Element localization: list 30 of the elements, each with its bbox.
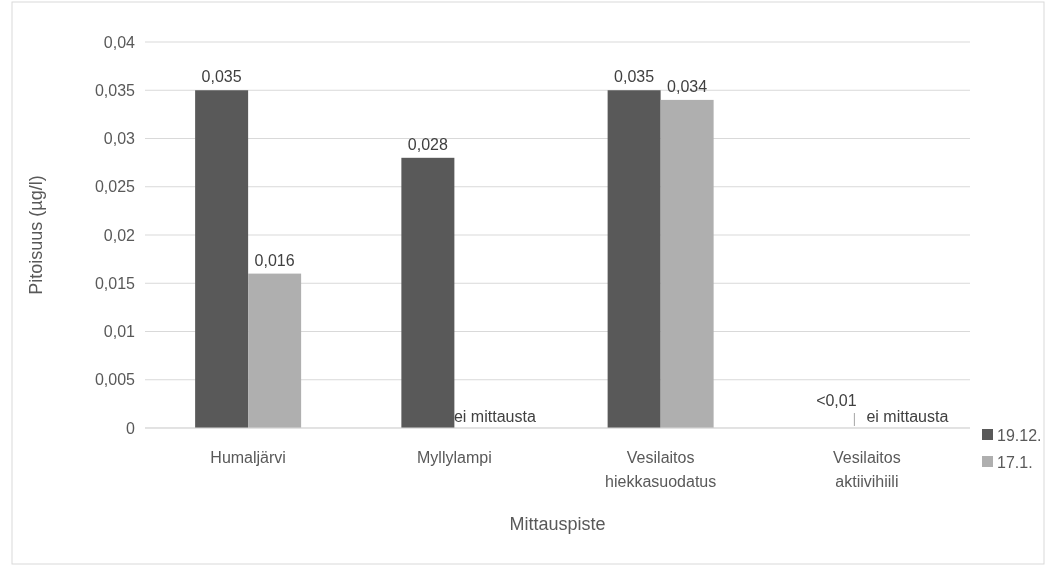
y-tick-label: 0,02 xyxy=(103,226,136,244)
y-tick-label: 0,04 xyxy=(103,33,136,51)
x-tick-label: Myllylampi xyxy=(417,449,492,466)
bar xyxy=(195,90,249,428)
bar xyxy=(401,157,455,428)
bar xyxy=(607,90,661,428)
x-tick-label: Vesilaitos aktiivihiili xyxy=(833,449,901,490)
x-axis-title: Mittauspiste xyxy=(509,514,606,534)
data-label: 0,028 xyxy=(407,135,448,153)
data-label: 0,035 xyxy=(614,68,655,86)
y-axis-title: Pitoisuus (µg/l) xyxy=(26,175,46,295)
bar xyxy=(248,273,302,428)
y-tick-label: 0,01 xyxy=(103,323,136,341)
y-tick-label: 0,03 xyxy=(103,130,136,148)
y-tick-label: 0,005 xyxy=(94,371,136,389)
text: ei mittausta xyxy=(866,408,949,425)
legend-label: 19.12. xyxy=(997,426,1042,444)
data-label: 0,034 xyxy=(667,77,708,95)
legend-label: 17.1. xyxy=(997,453,1033,471)
bar xyxy=(660,99,714,428)
x-tick-label: Humaljärvi xyxy=(210,449,286,466)
data-label: 0,016 xyxy=(254,251,295,269)
y-tick-label: 0,015 xyxy=(94,274,136,292)
y-tick-label: 0 xyxy=(126,419,136,437)
data-label: 0,035 xyxy=(201,68,242,86)
text: ei mittausta xyxy=(453,408,536,425)
x-tick-label: Vesilaitos hiekkasuodatus xyxy=(605,449,717,490)
y-tick-label: 0,035 xyxy=(94,81,136,99)
y-tick-label: 0,025 xyxy=(94,178,136,196)
text: <0,01 xyxy=(816,392,857,409)
